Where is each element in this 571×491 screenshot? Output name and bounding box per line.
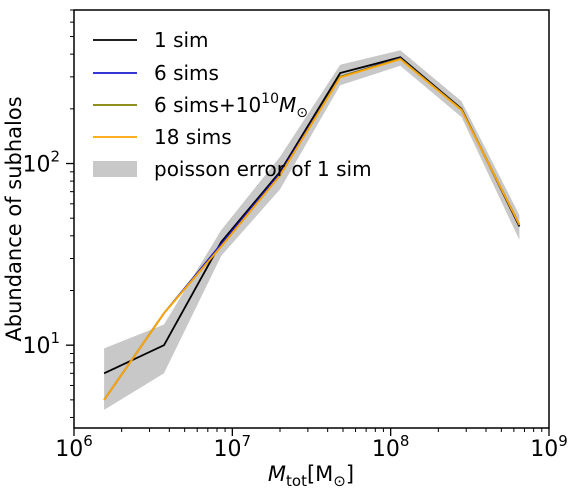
x-label-unit-close: ] bbox=[346, 462, 354, 486]
line-layer bbox=[103, 56, 521, 401]
series-line-3 bbox=[103, 58, 521, 401]
x-label-unit-open: [M bbox=[307, 462, 333, 486]
legend-label-1-sim: 1 sim bbox=[154, 28, 209, 52]
legend-6sims-sup: 10 bbox=[261, 91, 279, 107]
y-tick-label-0: 101 bbox=[22, 329, 60, 359]
legend-label-6-sims-1e10: 6 sims+1010M⊙ bbox=[154, 91, 308, 121]
x-label-unit-sub: ⊙ bbox=[333, 472, 346, 490]
x-tick-label-1: 107 bbox=[214, 432, 252, 462]
y-tick-label-1: 102 bbox=[22, 148, 60, 178]
x-axis-label: Mtot[M⊙] bbox=[268, 462, 354, 490]
legend-label-poisson: poisson error of 1 sim bbox=[154, 157, 372, 181]
x-label-main: M bbox=[268, 462, 286, 486]
y-axis-label: Abundance of subhalos bbox=[2, 96, 26, 341]
legend-6sims-m: M bbox=[279, 93, 296, 117]
tick-layer: 106 107 108 109 101 102 bbox=[22, 9, 568, 462]
legend-6sims-sun: ⊙ bbox=[296, 105, 308, 121]
legend-label-6-sims: 6 sims bbox=[154, 61, 219, 85]
legend: 1 sim 6 sims 6 sims+1010M⊙ 18 sims poiss… bbox=[93, 28, 372, 181]
legend-label-18-sims: 18 sims bbox=[154, 125, 232, 149]
legend-6sims-main: 6 sims+10 bbox=[154, 93, 261, 117]
x-tick-label-2: 108 bbox=[372, 432, 410, 462]
legend-swatch-poisson bbox=[93, 161, 137, 177]
x-tick-label-0: 106 bbox=[55, 432, 93, 462]
x-label-sub: tot bbox=[286, 472, 307, 490]
x-tick-label-3: 109 bbox=[530, 432, 568, 462]
plot-frame bbox=[73, 9, 550, 429]
